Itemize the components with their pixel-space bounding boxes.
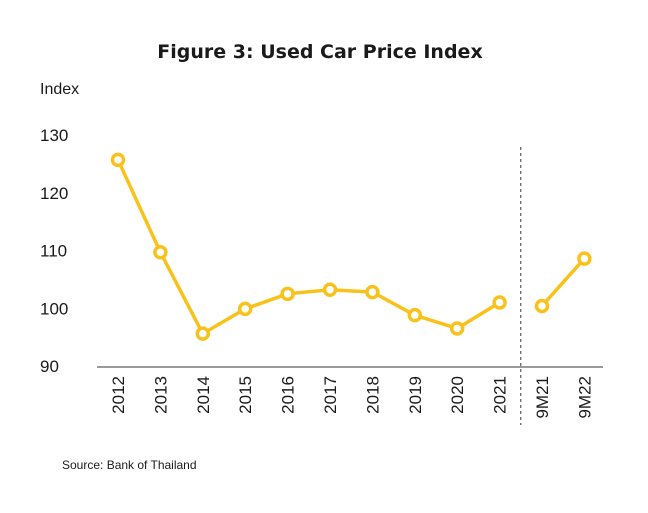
data-point-2020 (449, 321, 465, 336)
y-tick-label: 100 (40, 299, 68, 318)
y-axis-label: Index (40, 81, 79, 98)
series-line-segment (540, 257, 586, 308)
data-point-9M21 (534, 298, 550, 314)
x-tick-label: 2016 (279, 376, 298, 414)
data-point-2015 (237, 301, 253, 317)
x-tick-label: 2014 (194, 376, 213, 414)
y-tick-label: 90 (40, 357, 59, 376)
data-point-2018 (365, 284, 380, 300)
x-tick-label: 2017 (321, 376, 340, 414)
chart-title: Figure 3: Used Car Price Index (157, 41, 482, 63)
x-tick-label: 2015 (236, 376, 255, 414)
x-tick-label: 2012 (109, 376, 128, 414)
data-point-9M22 (577, 251, 592, 266)
x-tick-label: 2021 (491, 376, 510, 414)
x-tick-label: 2019 (406, 376, 425, 414)
data-point-2017 (322, 282, 338, 298)
data-point-2012 (110, 152, 126, 168)
series-lines (116, 159, 586, 336)
series-line-segment (116, 159, 501, 336)
series-points (110, 152, 592, 341)
data-point-2021 (492, 295, 507, 310)
y-tick-label: 110 (40, 242, 67, 261)
x-tick-label: 2013 (151, 376, 170, 414)
data-point-2016 (280, 286, 295, 302)
x-tick-label: 9M22 (575, 376, 594, 419)
x-tick-label: 9M21 (533, 376, 552, 419)
y-tick-label: 130 (40, 126, 68, 145)
x-tick-label: 2020 (448, 376, 467, 414)
y-axis-ticks: 130 120 110 100 90 (40, 126, 68, 376)
source-note: Source: Bank of Thailand (62, 458, 197, 472)
x-axis-ticks: 2012 2013 2014 2015 2016 2017 2018 2019 2020 2021… (109, 376, 594, 419)
y-tick-label: 120 (40, 184, 68, 203)
data-point-2013 (153, 244, 168, 260)
x-tick-label: 2018 (363, 376, 382, 414)
data-point-2014 (195, 326, 211, 341)
data-point-2019 (407, 307, 423, 323)
